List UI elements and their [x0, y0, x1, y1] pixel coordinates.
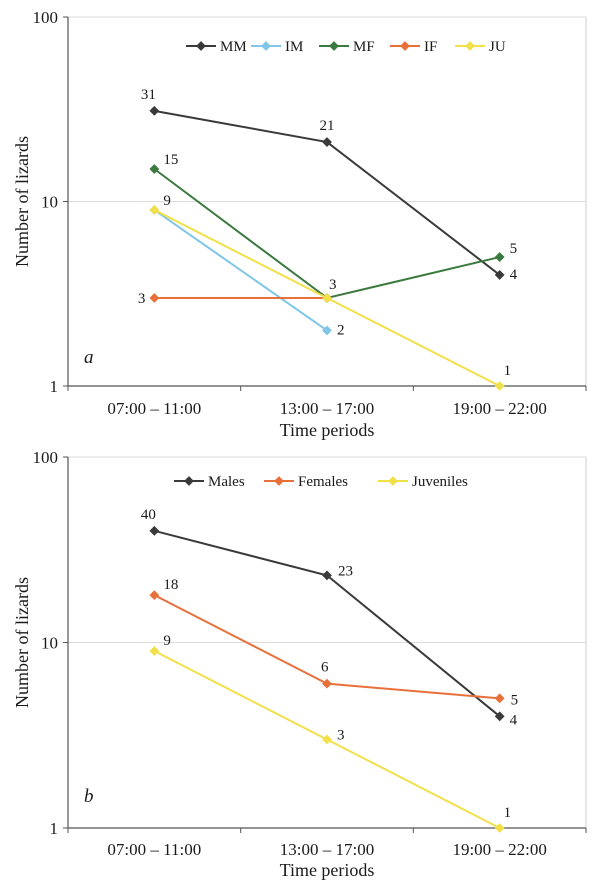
chart-a-point-mm: [494, 270, 505, 280]
chart-b-point-juveniles: [322, 734, 332, 745]
chart-a-point-if: [149, 293, 160, 303]
chart-a-x-tick-label: 19:00 – 22:00: [452, 399, 546, 418]
chart-a-legend-marker: [400, 41, 410, 51]
chart-b-legend-label: Females: [298, 474, 348, 490]
chart-b-x-tick-label: 13:00 – 17:00: [280, 840, 374, 859]
chart-b-data-label: 4: [510, 712, 518, 728]
chart-b-series-juveniles: 9 3 1: [149, 633, 512, 833]
chart-a-x-tick-label: 07:00 – 11:00: [107, 399, 201, 418]
chart-a-panel-letter: a: [84, 347, 94, 368]
chart-b-data-label: 40: [141, 507, 156, 523]
chart-a-legend-label: JU: [489, 39, 506, 55]
chart-b-legend-item: Males: [174, 474, 245, 490]
chart-b-point-juveniles: [494, 823, 505, 833]
chart-a-point-mm: [322, 137, 332, 147]
chart-a-legend-item: JU: [455, 39, 506, 55]
chart-b-data-label: 6: [321, 660, 329, 676]
chart-b-data-label: 3: [337, 727, 345, 743]
chart-b-data-label: 1: [504, 805, 512, 821]
chart-a-data-label: 21: [320, 118, 335, 134]
chart-b-legend-item: Juveniles: [378, 474, 468, 490]
chart-b-legend-marker: [184, 476, 194, 486]
chart-a-data-label: 9: [163, 193, 171, 209]
chart-b-panel-letter: b: [84, 786, 94, 807]
chart-a-legend-label: IM: [285, 39, 303, 55]
chart-b-point-females: [494, 693, 505, 704]
chart-b-point-juveniles: [149, 646, 160, 656]
chart-a-data-label: 3: [138, 291, 146, 307]
chart-b-y-tick-label: 10: [41, 634, 58, 653]
chart-a-point-ju: [494, 381, 505, 391]
chart-a-x-tick-label: 13:00 – 17:00: [280, 399, 374, 418]
chart-b-legend-marker: [274, 476, 284, 486]
chart-a-legend-marker: [329, 41, 339, 51]
chart-a-legend-label: MF: [353, 39, 375, 55]
chart-a-series-if: 3: [138, 291, 332, 307]
chart-b-point-males: [149, 525, 160, 536]
chart-a-y-tick-label: 1: [50, 377, 59, 396]
chart-a-x-axis-title: Time periods: [280, 420, 375, 440]
chart-b-data-label: 5: [511, 692, 518, 708]
chart-a-legend-marker: [261, 41, 271, 51]
chart-a-data-label: 15: [163, 152, 178, 168]
chart-b-legend: Males Females Juveniles: [174, 474, 468, 490]
chart-panel-b: 1 10 100 07:00 – 11:00 13:00 – 17:00 19:00 – …: [0, 441, 604, 882]
chart-b-point-females: [149, 590, 160, 601]
chart-b-y-axis-title: Number of lizards: [12, 577, 32, 708]
chart-a-point-im: [322, 325, 332, 336]
chart-a-legend-label: MM: [220, 39, 247, 55]
chart-b-legend-item: Females: [264, 474, 348, 490]
chart-a-data-label: 31: [141, 87, 156, 103]
chart-a-legend-item: IF: [390, 39, 437, 55]
chart-b-legend-marker: [388, 476, 398, 486]
chart-b-data-label: 18: [163, 577, 178, 593]
chart-a-legend-item: MM: [186, 39, 247, 55]
chart-a-point-ju: [149, 205, 160, 215]
chart-b-y-tick-label: 1: [50, 819, 59, 838]
chart-a-series-ju: 9 3 1: [149, 193, 512, 391]
chart-a-line-im: [153, 209, 328, 332]
chart-a-series-im: 2: [149, 205, 345, 338]
chart-a-legend-label: IF: [424, 39, 437, 55]
chart-b-point-males: [494, 711, 505, 722]
chart-a-y-tick-label: 10: [41, 193, 58, 212]
chart-b-legend-label: Males: [208, 474, 245, 490]
chart-b-x-tick-label: 07:00 – 11:00: [107, 840, 201, 859]
chart-b-data-label: 9: [163, 633, 171, 649]
chart-a-series-mm: 31 21 4: [141, 87, 518, 283]
chart-a-data-label: 1: [504, 363, 512, 379]
chart-b-point-females: [322, 678, 332, 689]
chart-a-legend-item: MF: [319, 39, 375, 55]
chart-b-x-tick-label: 19:00 – 22:00: [452, 840, 546, 859]
chart-a-y-axis-title: Number of lizards: [12, 136, 32, 267]
chart-a-point-mf: [494, 252, 505, 262]
chart-b-legend-label: Juveniles: [412, 474, 468, 490]
chart-a-line-mm: [154, 109, 501, 276]
chart-a-legend: MM IM MF IF JU: [186, 39, 506, 55]
chart-b-data-label: 23: [338, 563, 353, 579]
chart-panel-a: 1 10 100 07:00 – 11:00 13:00 – 17:00 19:00 – …: [0, 0, 604, 441]
chart-a-legend-marker: [196, 41, 206, 51]
chart-b-y-tick-label: 100: [33, 448, 59, 467]
chart-a-svg: 1 10 100 07:00 – 11:00 13:00 – 17:00 19:00 – …: [12, 8, 587, 440]
chart-b-svg: 1 10 100 07:00 – 11:00 13:00 – 17:00 19:00 – …: [12, 448, 587, 880]
chart-b-x-axis-title: Time periods: [280, 860, 375, 880]
chart-a-point-ju: [322, 293, 332, 303]
chart-a-y-tick-label: 100: [33, 8, 59, 27]
chart-a-line-mf: [153, 168, 500, 300]
chart-b-point-males: [322, 570, 332, 581]
chart-a-data-label: 4: [510, 267, 518, 283]
chart-b-series-males: 40 23 4: [141, 507, 518, 729]
chart-a-data-label: 5: [510, 241, 517, 257]
chart-a-point-mm: [149, 105, 160, 116]
chart-a-data-label: 3: [329, 277, 337, 293]
chart-a-legend-item: IM: [251, 39, 303, 55]
chart-a-data-label: 2: [337, 322, 345, 338]
chart-a-point-mf: [149, 164, 160, 174]
chart-a-legend-marker: [465, 41, 475, 51]
